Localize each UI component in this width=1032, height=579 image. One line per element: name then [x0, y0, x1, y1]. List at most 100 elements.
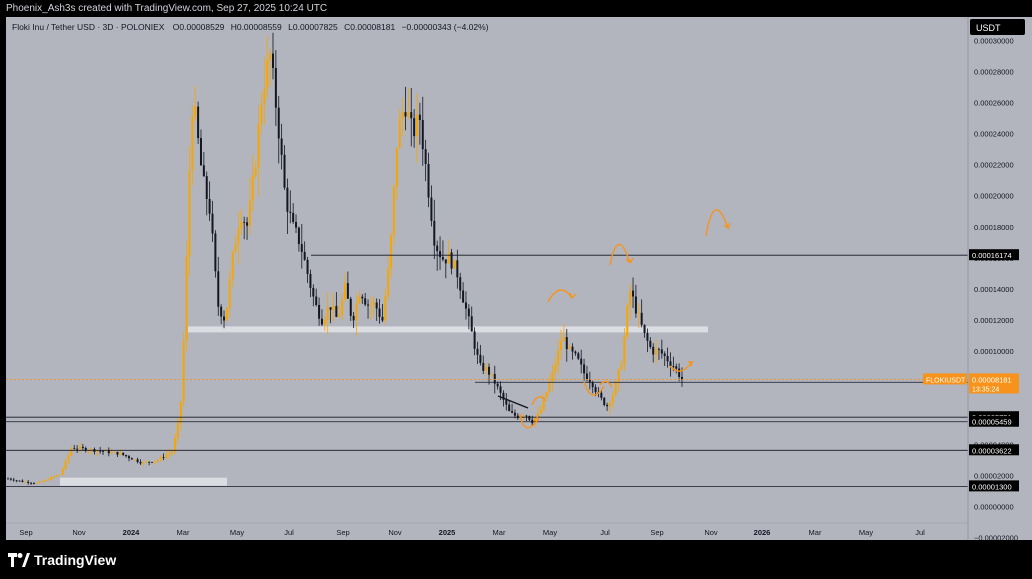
candle-body	[632, 290, 635, 297]
currency-button[interactable]	[970, 19, 1025, 35]
y-tick-label: 0.00018000	[974, 223, 1014, 232]
candle-body	[675, 366, 678, 369]
price-tag	[969, 373, 1019, 394]
candle-body	[344, 283, 346, 300]
legend-open: O0.00008529	[173, 22, 225, 32]
candle-body	[84, 447, 87, 451]
x-tick-label: May	[230, 528, 244, 537]
candle-body	[473, 331, 476, 349]
candle-body	[323, 320, 326, 325]
candle-body	[266, 60, 269, 89]
candle-body	[148, 461, 151, 463]
candle-body	[536, 413, 539, 419]
candle-body	[490, 373, 493, 375]
candle-body	[372, 302, 375, 306]
x-tick-label: Mar	[809, 528, 822, 537]
candle-body	[162, 456, 165, 458]
candle-body	[176, 422, 179, 438]
candle-body	[116, 451, 119, 455]
candle-body	[447, 252, 450, 264]
candle-body	[626, 305, 629, 337]
annotation-arrow	[705, 209, 731, 237]
candle-body	[50, 477, 53, 480]
candle-body	[237, 228, 240, 245]
candle-body	[309, 273, 312, 288]
candle-body	[436, 245, 439, 252]
candle-body	[390, 235, 393, 269]
candle-body	[485, 366, 488, 371]
annotation-arrow	[599, 380, 613, 388]
candle-body	[375, 302, 378, 309]
candle-body	[240, 221, 243, 229]
candle-body	[110, 452, 113, 454]
candle-body	[398, 118, 401, 148]
candle-body	[620, 365, 623, 370]
candle-body	[24, 481, 27, 483]
candle-body	[274, 67, 277, 108]
candle-body	[165, 454, 168, 458]
footer: TradingView	[0, 540, 1032, 579]
candle-body	[416, 114, 419, 137]
candle-body	[663, 353, 666, 356]
candle-body	[617, 369, 620, 383]
candle-body	[295, 221, 298, 228]
y-tick-label: 0.00002000	[974, 471, 1014, 480]
candle-body	[341, 299, 344, 316]
candle-body	[205, 176, 208, 199]
candle-body	[329, 307, 332, 310]
y-tick-label: 0.00030000	[974, 36, 1014, 45]
candle-body	[326, 307, 329, 321]
x-tick-label: Jul	[915, 528, 925, 537]
tradingview-icon	[8, 553, 30, 567]
candle-body	[151, 462, 154, 463]
price-tag-countdown: 13:35:24	[972, 386, 999, 393]
candle-body	[58, 474, 61, 476]
candle-body	[61, 468, 64, 475]
candle-body	[133, 459, 136, 461]
candle-body	[565, 337, 568, 350]
y-tick-label: 0.00020000	[974, 192, 1014, 201]
candle-body	[320, 318, 323, 325]
candle-body	[81, 446, 84, 448]
candle-body	[395, 147, 398, 187]
candle-body	[228, 278, 231, 308]
candle-body	[410, 112, 413, 119]
legend-symbol: Floki Inu / Tether USD · 3D · POLONIEX	[12, 22, 165, 32]
candle-body	[312, 287, 315, 297]
candle-body	[657, 349, 660, 351]
candle-body	[297, 227, 300, 245]
candle-body	[220, 306, 223, 317]
chart-frame[interactable]	[6, 17, 1032, 540]
price-axis-gutter[interactable]	[968, 17, 1032, 540]
candle-body	[404, 112, 407, 117]
tradingview-logo[interactable]: TradingView	[8, 552, 116, 568]
candle-body	[179, 401, 182, 423]
candle-body	[551, 371, 554, 382]
legend-high: H0.00008559	[231, 22, 282, 32]
candle-body	[511, 411, 514, 413]
legend-close: C0.00008181	[344, 22, 395, 32]
candle-body	[102, 451, 105, 452]
candle-body	[583, 364, 586, 374]
candle-body	[603, 397, 606, 405]
candle-body	[125, 454, 128, 457]
candle-body	[153, 461, 156, 463]
candle-body	[459, 277, 462, 291]
currency-button-label: USDT	[976, 23, 1001, 33]
supply-demand-zone	[188, 326, 708, 333]
candle-body	[139, 461, 142, 464]
candle-body	[640, 312, 643, 325]
x-tick-label: Jul	[600, 528, 610, 537]
candle-body	[392, 186, 395, 236]
candle-body	[580, 358, 583, 365]
candle-body	[199, 138, 202, 166]
candle-body	[303, 251, 306, 260]
x-tick-label: Sep	[650, 528, 663, 537]
candle-body	[214, 233, 217, 272]
candle-body	[433, 220, 436, 246]
candle-body	[479, 354, 482, 364]
candle-body	[292, 212, 295, 222]
candle-body	[35, 482, 38, 484]
candle-body	[384, 296, 387, 321]
